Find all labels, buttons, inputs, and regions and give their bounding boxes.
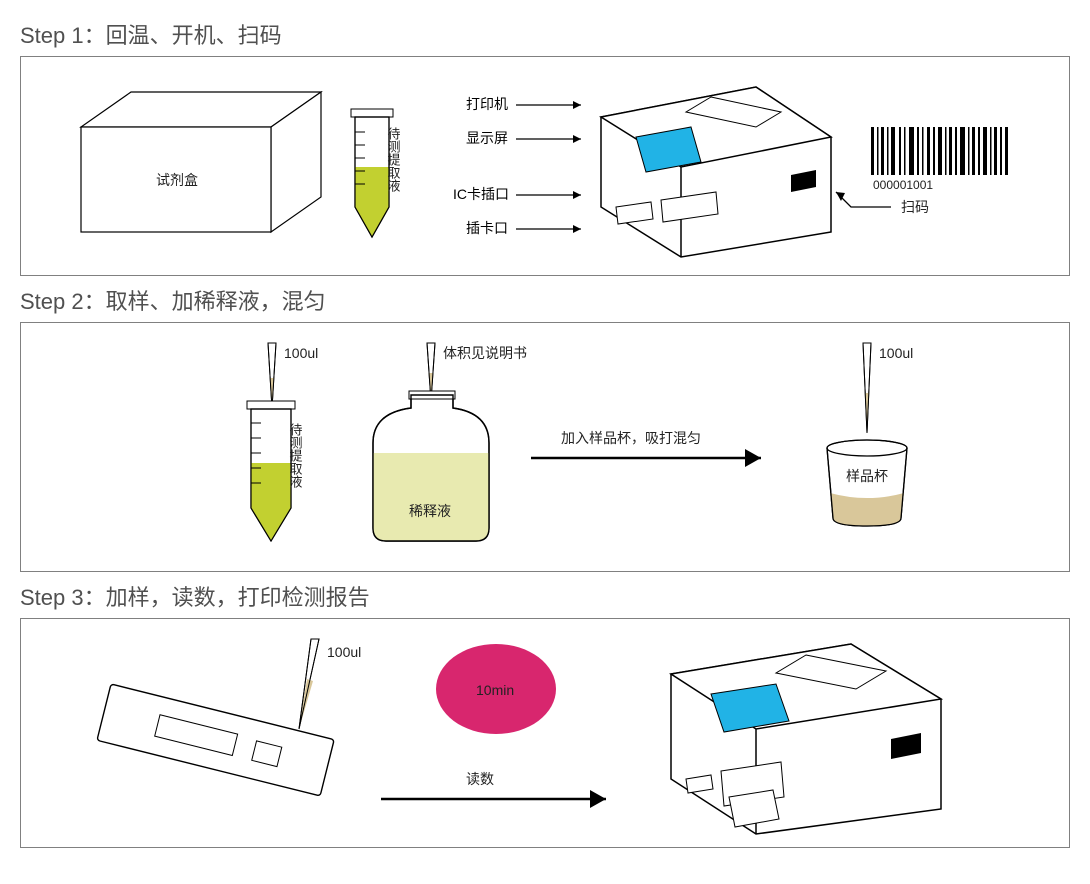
pipette-tube-s2: 100ul 待测提取液 (247, 343, 318, 541)
bottle-vol-label: 体积见说明书 (443, 345, 527, 361)
device-labels: 打印机 显示屏 IC卡插口 插卡口 (453, 96, 581, 236)
step1-svg: 试剂盒 待测提取液 打印机 显示屏 IC卡插口 插卡口 (21, 57, 1071, 277)
barcode-number: 000001001 (873, 178, 933, 192)
pipette-bottle-s2: 体积见说明书 稀释液 (373, 343, 527, 541)
analyzer-device-s1 (601, 87, 831, 257)
pipette1-vol: 100ul (284, 345, 318, 361)
sample-tube-s1: 待测提取液 (351, 109, 401, 237)
reagent-kit-box: 试剂盒 (81, 92, 321, 232)
icslot-label: IC卡插口 (453, 186, 509, 202)
mix-arrow: 加入样品杯，吸打混匀 (531, 430, 761, 467)
step1-panel: 试剂盒 待测提取液 打印机 显示屏 IC卡插口 插卡口 (20, 56, 1070, 276)
cup-label: 样品杯 (846, 468, 888, 484)
step2-panel: 100ul 待测提取液 体积见说明书 稀释液 加入样品杯，吸打混匀 100u (20, 322, 1070, 572)
kit-label: 试剂盒 (156, 172, 198, 188)
tube-label-s1: 待测提取液 (386, 127, 401, 192)
arrow-label-s2: 加入样品杯，吸打混匀 (561, 430, 701, 446)
scan-label: 扫码 (901, 199, 929, 215)
display-label: 显示屏 (466, 130, 508, 146)
timer-label: 10min (476, 682, 514, 698)
analyzer-device-s3 (671, 644, 941, 834)
step2-title: Step 2：取样、加稀释液，混匀 (20, 284, 1070, 316)
step2-svg: 100ul 待测提取液 体积见说明书 稀释液 加入样品杯，吸打混匀 100u (21, 323, 1071, 573)
barcode: 000001001 扫码 (836, 127, 1008, 215)
pipette2-vol: 100ul (879, 345, 913, 361)
tube-label-s2: 待测提取液 (288, 423, 303, 488)
step3-svg: 100ul 10min 读数 (21, 619, 1071, 849)
timer-bubble: 10min (436, 644, 556, 734)
step1-title: Step 1：回温、开机、扫码 (20, 18, 1070, 50)
read-arrow: 读数 (381, 771, 606, 808)
bottle-label: 稀释液 (409, 503, 451, 519)
step3-panel: 100ul 10min 读数 (20, 618, 1070, 848)
pipette-vol-s3: 100ul (327, 644, 361, 660)
test-strip: 100ul (97, 639, 361, 796)
step3-title: Step 3：加样，读数，打印检测报告 (20, 580, 1070, 612)
arrow-label-s3: 读数 (466, 771, 494, 787)
cardslot-label: 插卡口 (466, 220, 508, 236)
pipette-cup-s2: 100ul 样品杯 (827, 343, 913, 526)
printer-label: 打印机 (466, 96, 508, 112)
